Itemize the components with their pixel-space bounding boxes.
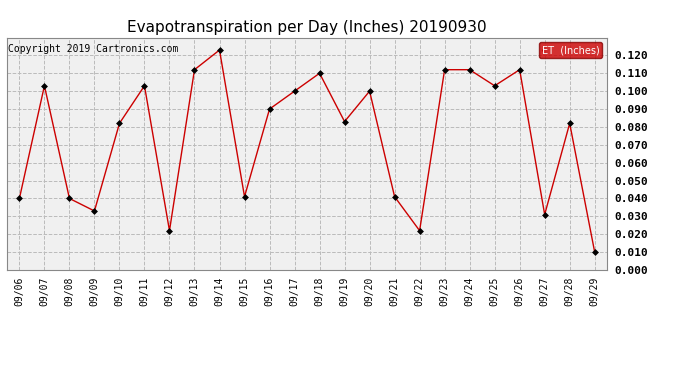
Legend: ET  (Inches): ET (Inches) xyxy=(539,42,602,58)
Title: Evapotranspiration per Day (Inches) 20190930: Evapotranspiration per Day (Inches) 2019… xyxy=(127,20,487,35)
Text: Copyright 2019 Cartronics.com: Copyright 2019 Cartronics.com xyxy=(8,45,179,54)
